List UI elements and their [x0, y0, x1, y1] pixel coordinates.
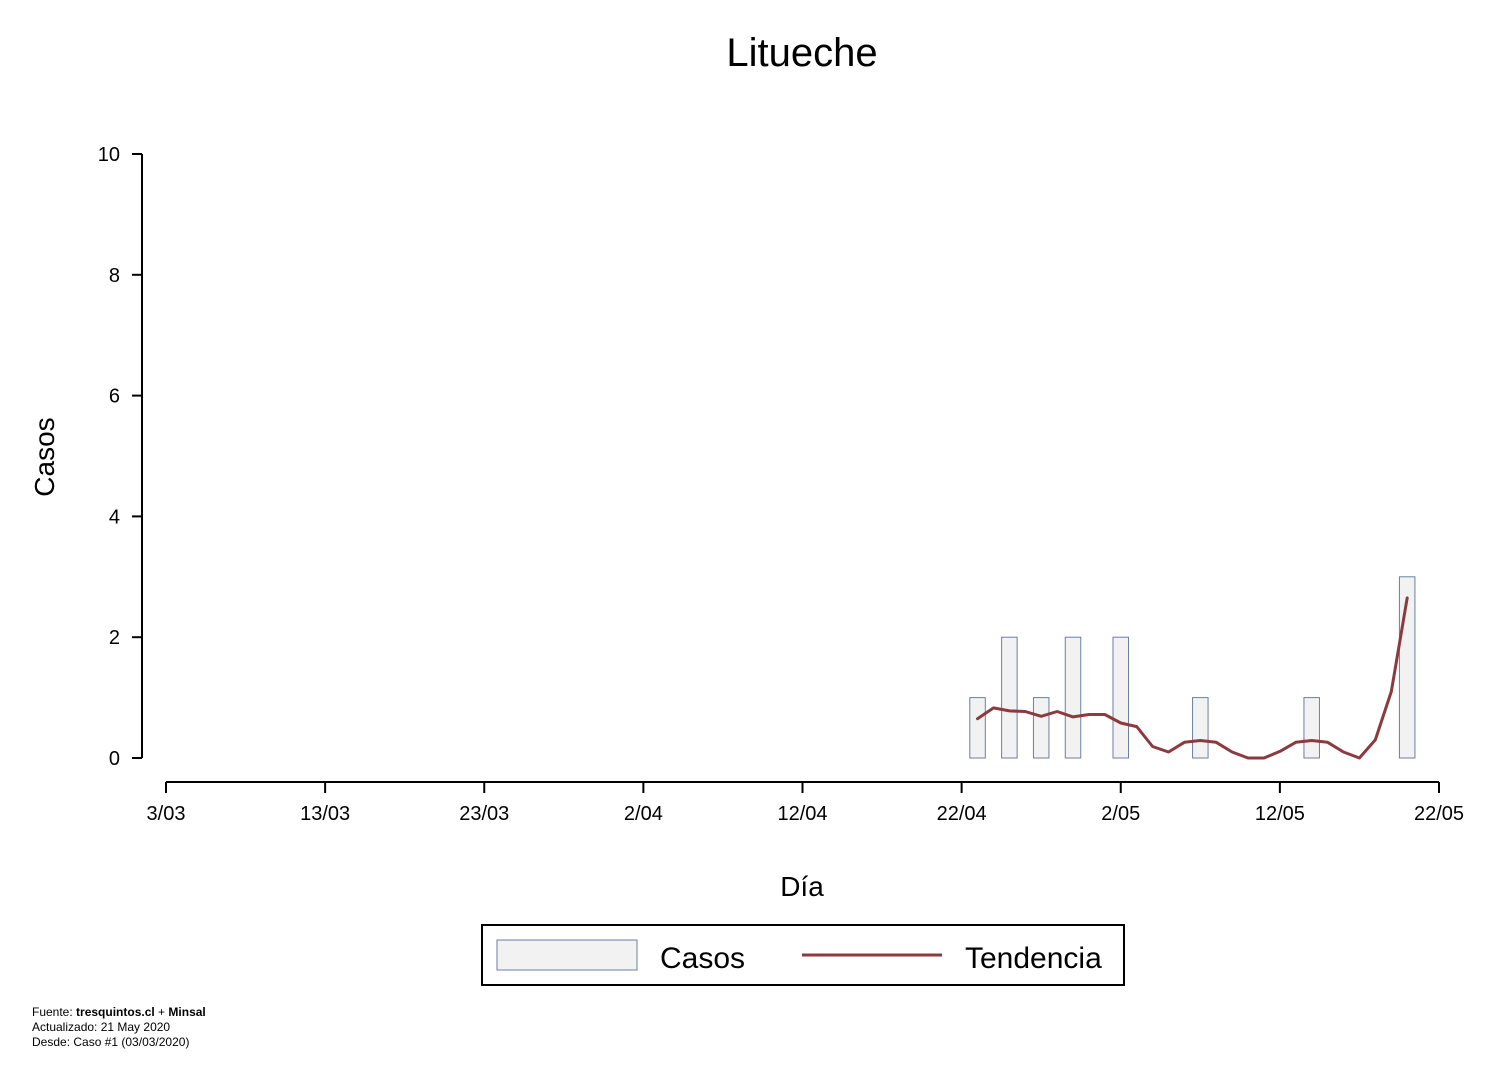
- footer-updated: Actualizado: 21 May 2020: [32, 1020, 171, 1034]
- x-tick-label: 23/03: [459, 803, 509, 825]
- x-tick-label: 22/04: [937, 803, 987, 825]
- trend-line: [976, 596, 1409, 760]
- bar: [1064, 636, 1082, 759]
- x-ticks: 3/03 13/03 23/03 2/04 12/04 22/04 2/05 12/05 22/…: [147, 782, 1464, 825]
- footer-source-sep: +: [154, 1005, 169, 1019]
- legend-label-casos: Casos: [660, 942, 745, 975]
- bar: [969, 697, 986, 759]
- bar: [1303, 697, 1320, 759]
- chart-title: Litueche: [726, 31, 877, 75]
- y-tick-label: 0: [109, 748, 120, 770]
- y-tick-label: 6: [109, 386, 120, 408]
- footer: Fuente: tresquintos.cl + Minsal Actualiz…: [32, 1005, 206, 1050]
- x-tick-label: 12/05: [1255, 803, 1305, 825]
- y-tick-label: 8: [109, 265, 120, 287]
- trend-line-group: [976, 596, 1409, 760]
- x-tick-label: 2/04: [624, 803, 663, 825]
- bar: [1112, 636, 1129, 759]
- y-tick-label: 2: [109, 627, 120, 649]
- footer-source-site: tresquintos.cl: [76, 1005, 155, 1019]
- y-axis-label: Casos: [29, 417, 60, 496]
- bar: [1032, 697, 1050, 759]
- x-tick-label: 22/05: [1414, 803, 1464, 825]
- x-tick-label: 13/03: [300, 803, 350, 825]
- legend-swatch-casos: [496, 939, 638, 971]
- x-tick-label: 12/04: [777, 803, 827, 825]
- y-tick-label: 10: [98, 144, 120, 166]
- bars: [969, 576, 1416, 759]
- footer-source-org: Minsal: [168, 1005, 206, 1019]
- x-axis-label: Día: [780, 871, 824, 902]
- x-tick-label: 3/03: [147, 803, 186, 825]
- footer-source-prefix: Fuente:: [32, 1005, 77, 1019]
- legend-label-tendencia: Tendencia: [965, 942, 1102, 975]
- y-ticks: 0 2 4 6 8 10: [98, 144, 142, 770]
- bar: [1001, 636, 1018, 759]
- bar: [1192, 697, 1209, 759]
- footer-source: Fuente: tresquintos.cl + Minsal: [32, 1005, 206, 1020]
- legend: Casos Tendencia: [481, 924, 1125, 986]
- footer-since: Desde: Caso #1 (03/03/2020): [32, 1035, 190, 1049]
- x-tick-label: 2/05: [1101, 803, 1140, 825]
- y-tick-label: 4: [109, 506, 120, 528]
